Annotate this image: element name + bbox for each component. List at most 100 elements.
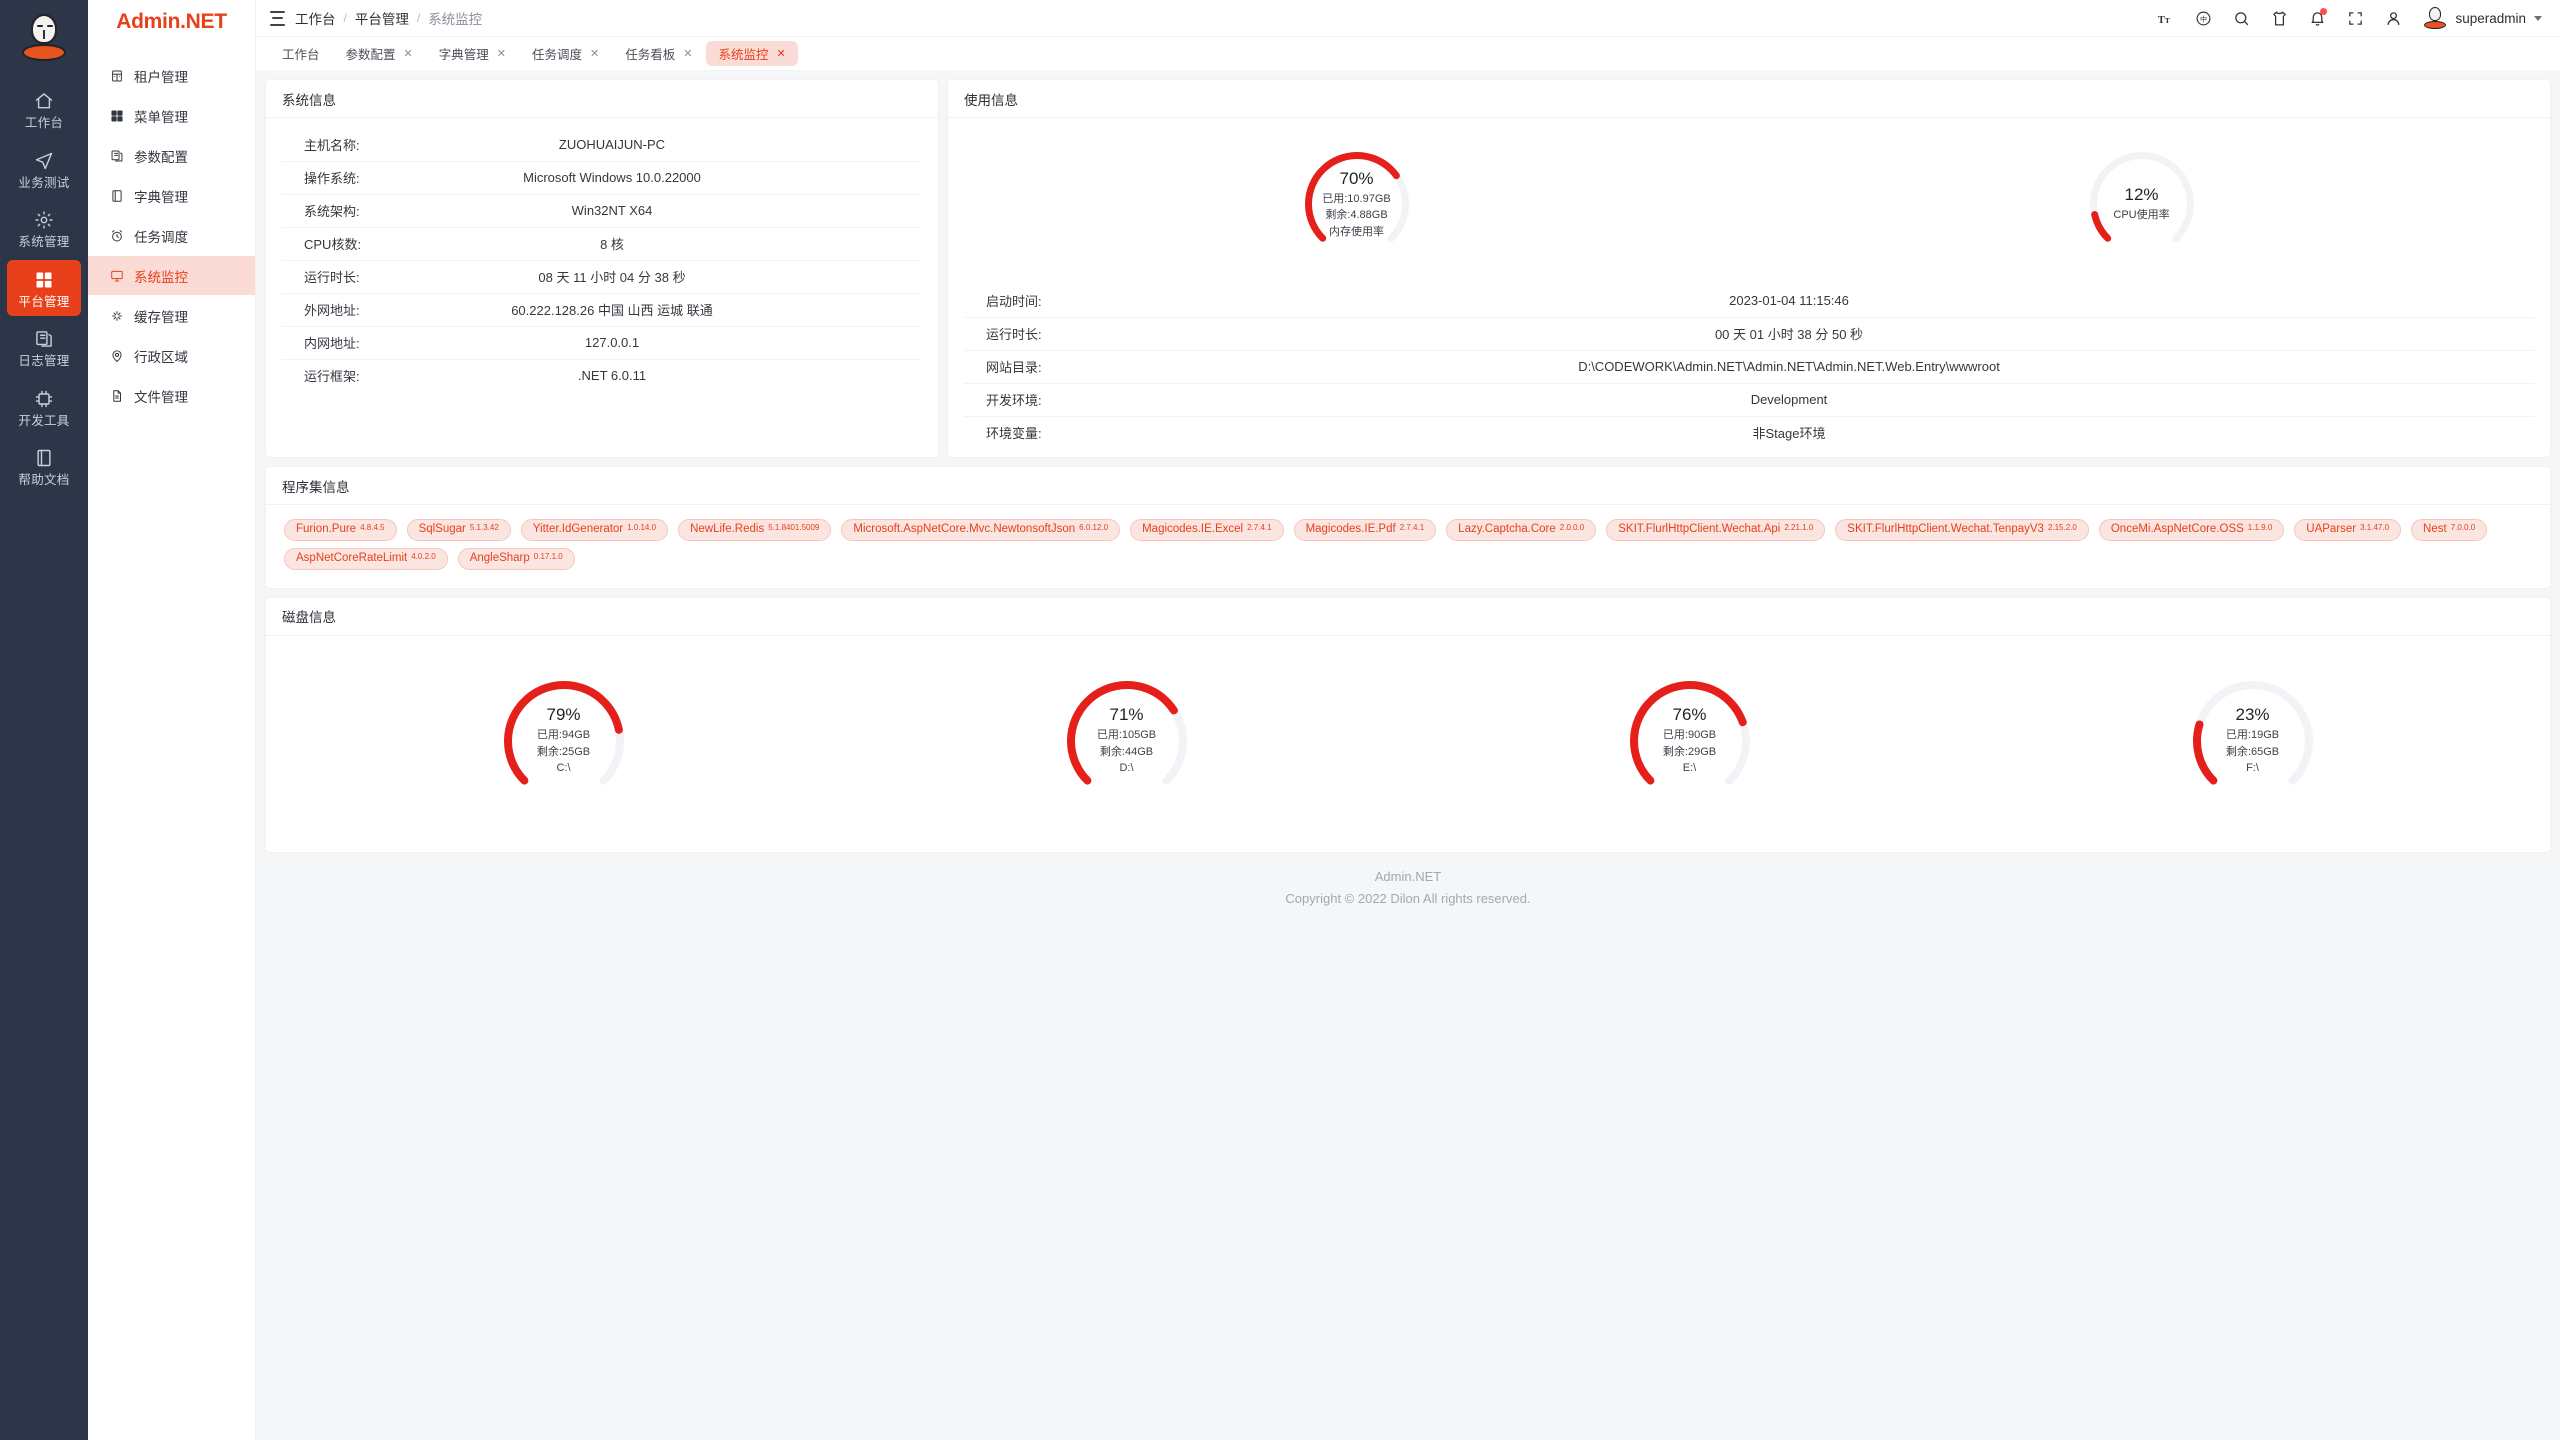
gauge-slot-2: 71% 已用:105GB 剩余:44GB D:\ [845,652,1408,830]
rail-item-5[interactable]: 日志管理 [7,319,81,376]
row-key: 内网地址: [282,326,452,360]
breadcrumb-item-2[interactable]: 平台管理 [354,12,409,27]
assembly-tag-name: Microsoft.AspNetCore.Mvc.NewtonsoftJson [853,523,1076,535]
close-icon[interactable]: ✕ [590,48,600,60]
close-icon[interactable]: ✕ [683,48,693,60]
tab-工作台[interactable]: 工作台 [270,41,332,66]
rail-item-1[interactable]: 工作台 [7,81,81,138]
user-menu[interactable]: superadmin [2417,6,2542,30]
assembly-tag[interactable]: Microsoft.AspNetCore.Mvc.NewtonsoftJson 6… [841,519,1121,541]
close-icon[interactable]: ✕ [776,48,786,60]
gauge-label: 71% 已用:105GB 剩余:44GB D:\ [1067,681,1187,801]
gauge-sub-3: 内存使用率 [1329,225,1384,238]
notification-bell-icon[interactable] [2303,4,2331,32]
sidebar-item-文件管理[interactable]: 文件管理 [88,376,255,415]
gauge-sub-3: D:\ [1119,762,1134,775]
row-key: 操作系统: [282,161,452,195]
sidebar-item-行政区域[interactable]: 行政区域 [88,336,255,375]
theme-shirt-icon[interactable] [2265,4,2293,32]
close-icon[interactable]: ✕ [403,48,413,60]
tab-参数配置[interactable]: 参数配置 ✕ [334,41,425,66]
assembly-tag[interactable]: NewLife.Redis 5.1.8401.5009 [678,519,832,541]
sidebar-item-系统监控[interactable]: 系统监控 [88,256,255,295]
svg-text:T: T [2158,14,2165,25]
gauge-label: 79% 已用:94GB 剩余:25GB C:\ [504,681,624,801]
assembly-tag[interactable]: SKIT.FlurlHttpClient.Wechat.TenpayV3 2.15… [1835,519,2089,541]
close-icon[interactable]: ✕ [496,48,506,60]
assembly-tag[interactable]: AngleSharp 0.17.1.0 [457,547,575,570]
row-key: 主机名称: [282,128,452,162]
gauge-label: 23% 已用:19GB 剩余:65GB F:\ [2193,681,2313,801]
assembly-tag-name: AngleSharp [469,551,530,564]
assembly-tag[interactable]: Magicodes.IE.Excel 2.7.4.1 [1130,519,1284,541]
assembly-tag[interactable]: Lazy.Captcha.Core 2.0.0.0 [1446,519,1597,541]
gauge-ring-icon [2089,152,2194,256]
tab-bar: 工作台 参数配置 ✕ 字典管理 ✕ 任务调度 ✕ 任务看板 ✕ 系统监控 ✕ [256,36,2560,70]
assembly-tag-name: Magicodes.IE.Pdf [1305,523,1396,535]
assembly-tag[interactable]: Yitter.IdGenerator 1.0.14.0 [520,519,669,541]
gauge-percent: 76% [1672,705,1707,725]
menu-collapse-icon[interactable] [270,10,285,26]
rail-item-2[interactable]: 业务测试 [7,141,81,198]
footer-copyright: Copyright © 2022 Dilon All rights reserv… [1285,890,1531,906]
rail-item-4[interactable]: 平台管理 [7,259,81,316]
row-key: 启动时间: [964,284,1134,318]
gauge-slot-4: 23% 已用:19GB 剩余:65GB F:\ [1971,652,2534,830]
table-row: 运行时长: 08 天 11 小时 04 分 38 秒 [282,260,922,294]
sidebar-item-租户管理[interactable]: 租户管理 [88,56,255,95]
breadcrumb-separator: / [343,11,347,25]
assembly-tag[interactable]: UAParser 3.1.47.0 [2294,519,2402,541]
assembly-tag[interactable]: Furion.Pure 4.8.4.5 [284,519,397,541]
assembly-tag[interactable]: SKIT.FlurlHttpClient.Wechat.Api 2.21.1.0 [1606,519,1826,541]
tab-任务看板[interactable]: 任务看板 ✕ [613,41,704,66]
breadcrumb-item-3[interactable]: 系统监控 [428,12,483,27]
fullscreen-icon[interactable] [2341,4,2369,32]
sidebar-item-菜单管理[interactable]: 菜单管理 [88,96,255,135]
table-row: 网站目录: D:\CODEWORK\Admin.NET\Admin.NET\Adm… [964,350,2534,384]
assembly-tag-name: Nest [2423,523,2447,535]
row-value: D:\CODEWORK\Admin.NET\Admin.NET\Admin.NE… [1134,350,2534,384]
gauge-sub-2: 剩余:25GB [536,745,591,758]
gauge-label: 70% 已用:10.97GB 剩余:4.88GB 内存使用率 [1305,152,1409,256]
row-key: 网站目录: [964,350,1134,384]
assembly-tag-version: 5.1.3.42 [469,523,499,532]
copy-icon [33,328,55,350]
notification-badge [2320,8,2328,15]
rail-item-label: 系统管理 [18,235,70,249]
sidebar-item-任务调度[interactable]: 任务调度 [88,216,255,255]
assembly-tag-name: UAParser [2306,523,2357,535]
rail-item-3[interactable]: 系统管理 [7,200,81,257]
sidebar-item-字典管理[interactable]: 字典管理 [88,176,255,215]
tab-任务调度[interactable]: 任务调度 ✕ [520,41,611,66]
assembly-tag-version: 4.8.4.5 [360,523,385,532]
language-icon[interactable]: 中 [2189,4,2217,32]
assembly-tag-name: SqlSugar [418,523,466,535]
rail-item-7[interactable]: 帮助文档 [7,438,81,495]
table-row: 主机名称: ZUOHUAIJUN-PC [282,128,922,162]
assembly-tag-version: 3.1.47.0 [2360,523,2390,532]
assembly-tag[interactable]: SqlSugar 5.1.3.42 [406,519,511,541]
rail-item-6[interactable]: 开发工具 [7,379,81,436]
row-key: 运行框架: [304,369,360,385]
tab-字典管理[interactable]: 字典管理 ✕ [427,41,518,66]
sidebar-item-参数配置[interactable]: 参数配置 [88,136,255,175]
assembly-tag[interactable]: Nest 7.0.0.0 [2411,519,2488,541]
assembly-info-title: 程序集信息 [266,467,2550,505]
tab-系统监控[interactable]: 系统监控 ✕ [706,41,798,66]
search-icon[interactable] [2227,4,2255,32]
assembly-tag-name: Magicodes.IE.Excel [1142,523,1244,535]
brand-title: Admin.NET [116,10,227,33]
assembly-tag[interactable]: Magicodes.IE.Pdf 2.7.4.1 [1293,519,1437,541]
gauge-label: 76% 已用:90GB 剩余:29GB E:\ [1630,681,1750,801]
table-row: 操作系统: Microsoft Windows 10.0.22000 [282,161,922,195]
breadcrumb-item-1[interactable]: 工作台 [295,12,336,27]
user-icon[interactable] [2379,4,2407,32]
table-row: CPU核数: 8 核 [282,227,922,261]
assembly-tag[interactable]: OnceMi.AspNetCore.OSS 1.1.9.0 [2098,519,2285,541]
gauge-sub-3: C:\ [556,762,571,775]
gauge-sub-3: E:\ [1682,762,1697,775]
assembly-tag[interactable]: AspNetCoreRateLimit 4.0.2.0 [284,547,448,570]
sidebar-item-缓存管理[interactable]: 缓存管理 [88,296,255,335]
gauge-sub-1: CPU使用率 [2113,209,2170,222]
